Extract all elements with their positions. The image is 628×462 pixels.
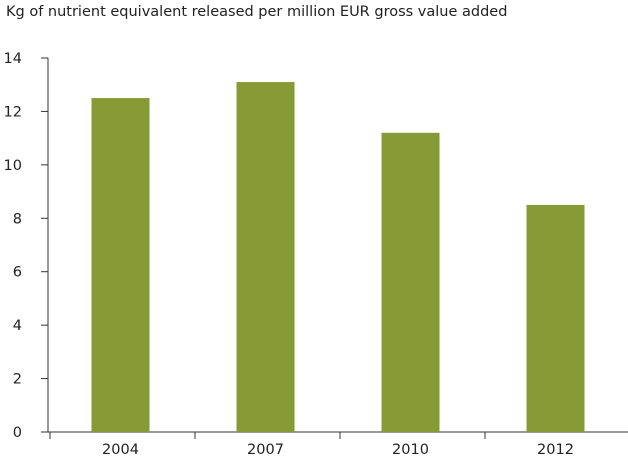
y-tick-label: 2 — [13, 372, 22, 388]
x-tick-label: 2004 — [102, 442, 139, 458]
y-axis-label: Kg of nutrient equivalent released per m… — [6, 4, 508, 20]
y-axis: 0 2 4 6 8 10 12 14 — [4, 51, 49, 441]
x-tick-label: 2012 — [537, 442, 574, 458]
y-tick-label: 14 — [4, 51, 22, 67]
bar-2007 — [236, 82, 295, 433]
y-tick-label: 0 — [13, 425, 22, 441]
y-tick-label: 12 — [4, 104, 22, 120]
y-tick-label: 4 — [13, 318, 22, 334]
bars — [91, 82, 585, 433]
x-axis: 2004 2007 2010 2012 — [48, 431, 628, 458]
bar-2010 — [381, 132, 440, 433]
bar-2012 — [526, 204, 585, 432]
x-tick-label: 2010 — [392, 442, 429, 458]
x-tick-label: 2007 — [247, 442, 284, 458]
bar-2004 — [91, 98, 150, 433]
y-tick-label: 10 — [4, 158, 22, 174]
y-tick-label: 8 — [13, 211, 22, 227]
y-tick-label: 6 — [13, 265, 22, 281]
